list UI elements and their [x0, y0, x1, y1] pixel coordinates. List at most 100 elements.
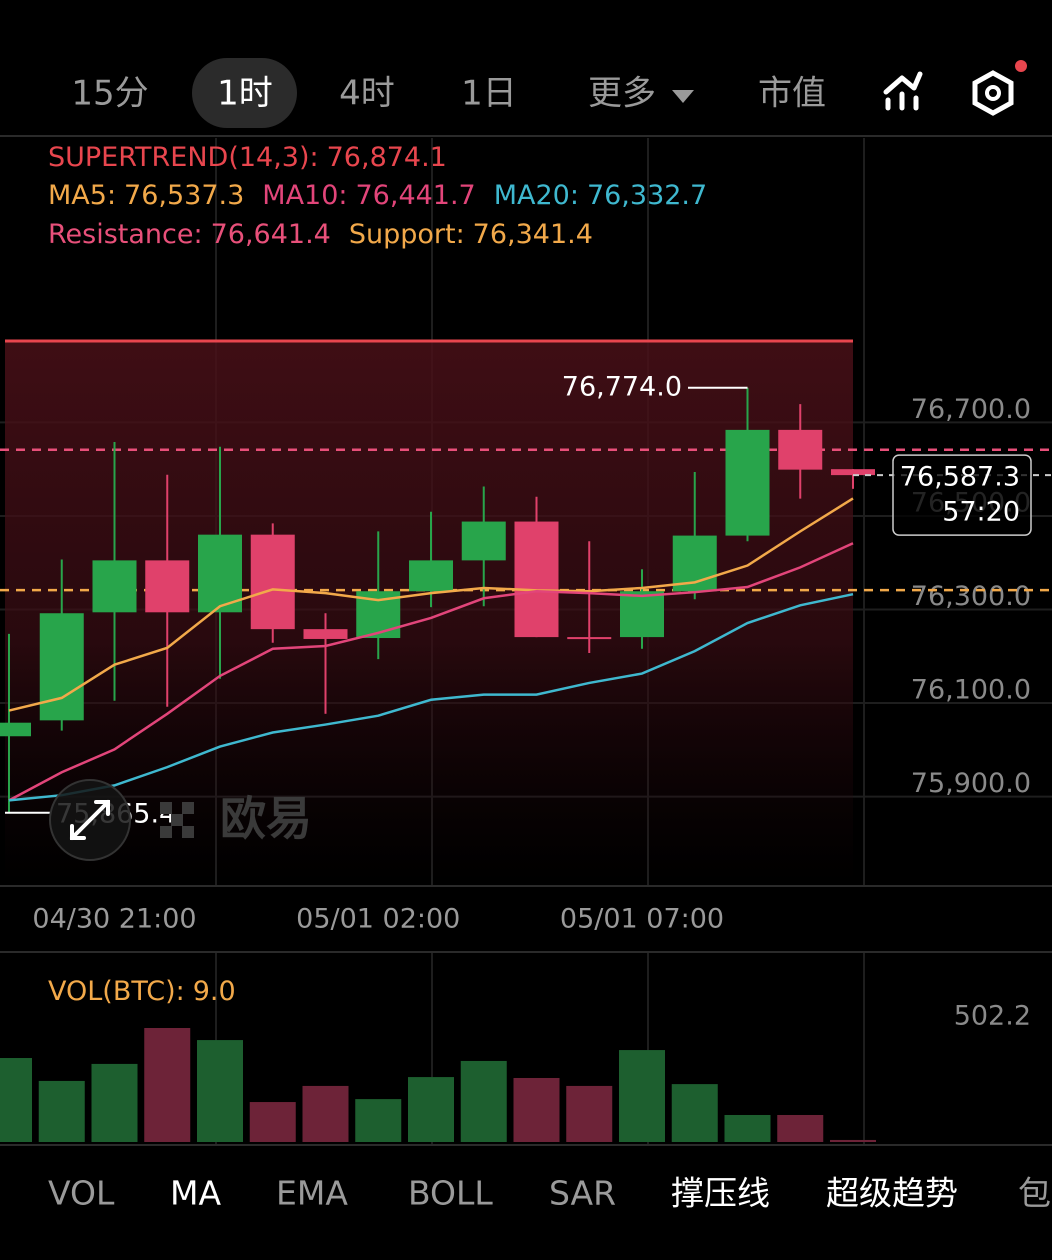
candle-body [39, 613, 84, 721]
legend-value: 76,441.7 [356, 180, 476, 211]
y-tick-label: 76,100.0 [911, 675, 1031, 706]
y-tick-label: 75,900.0 [911, 768, 1031, 799]
indicator-legend: Support: 76,341.4 [349, 219, 593, 250]
watermark-logo [182, 826, 194, 838]
volume-bar [777, 1114, 824, 1142]
volume-bar [513, 1077, 560, 1142]
volume-bar [249, 1102, 296, 1142]
indicator-legend: Resistance: 76,641.4 [48, 219, 331, 250]
volume-bar [566, 1085, 613, 1142]
high-label: 76,774.0 [562, 371, 682, 402]
y-tick-label: 76,700.0 [911, 394, 1031, 425]
volume-bar [91, 1063, 138, 1142]
indicator-tab[interactable]: BOLL [408, 1174, 493, 1213]
x-tick-label: 05/01 07:00 [560, 904, 724, 935]
indicator-tab[interactable]: MA [170, 1174, 221, 1213]
volume-bar [460, 1060, 507, 1142]
candle-body [620, 591, 664, 638]
candle-body [778, 429, 823, 470]
watermark: 欧易 [220, 792, 312, 846]
volume-bar [619, 1050, 665, 1142]
candle-body [725, 429, 770, 536]
volume-bar [38, 1080, 85, 1142]
x-tick-label: 04/30 21:00 [32, 904, 196, 935]
candle-body [409, 560, 453, 592]
candle-body [250, 534, 295, 630]
timeframe-tab[interactable]: 4时 [339, 74, 395, 114]
last-price-label: 76,587.3 [900, 462, 1020, 493]
candle-body [567, 637, 612, 640]
candle-body [514, 521, 559, 638]
legend-name: VOL(BTC): [48, 976, 185, 1007]
timeframe-tab[interactable]: 1时 [217, 74, 273, 114]
legend-name: MA10: [262, 180, 347, 211]
chart-type-icon[interactable] [883, 71, 923, 111]
candle-body [145, 560, 190, 613]
candle-body [0, 722, 31, 737]
timeframe-tab[interactable]: 15分 [71, 74, 148, 114]
volume-bar [408, 1077, 454, 1142]
timeframe-tab[interactable]: 更多 [588, 74, 656, 114]
volume-legend: VOL(BTC): 9.0 [48, 976, 236, 1007]
candle-body [831, 469, 875, 476]
volume-bar [0, 1058, 32, 1142]
watermark-logo [182, 802, 194, 814]
indicator-legend: MA10: 76,441.7 [262, 180, 475, 211]
icon-line [883, 71, 923, 95]
indicator-tab[interactable]: 撑压线 [671, 1174, 770, 1213]
volume-bar [671, 1084, 718, 1142]
volume-bar [144, 1028, 191, 1142]
y-tick-label: 76,300.0 [911, 581, 1031, 612]
plot [0, 339, 1052, 1142]
volume-bar [355, 1099, 402, 1142]
legend-name: SUPERTREND(14,3): [48, 142, 319, 173]
volume-bar [197, 1040, 243, 1142]
legend-value: 76,641.4 [211, 219, 331, 250]
icon-hex [972, 70, 1014, 116]
volume-bar [302, 1085, 349, 1142]
volume-bar [830, 1139, 876, 1142]
indicator-tab[interactable]: 包 [1018, 1174, 1051, 1213]
indicator-tab[interactable]: EMA [276, 1174, 348, 1213]
indicator-tab[interactable]: SAR [549, 1174, 616, 1213]
candle-body [461, 521, 506, 561]
indicator-legend: MA5: 76,537.3 [48, 180, 244, 211]
legend-name: MA20: [494, 180, 579, 211]
watermark-logo [160, 802, 172, 814]
watermark-logo [160, 826, 172, 838]
candle-body [92, 560, 137, 613]
indicator-tab[interactable]: VOL [48, 1174, 115, 1213]
overlay: 15分1时4时1日更多市值76,774.075,865.4欧易76,587.35… [5, 74, 1052, 1213]
legend-value: 76,537.3 [124, 180, 244, 211]
countdown: 57:20 [942, 497, 1020, 528]
dropdown-arrow [672, 90, 694, 103]
indicator-legend: SUPERTREND(14,3): 76,874.1 [48, 142, 447, 173]
candle-body [303, 629, 348, 639]
last-price-box [892, 454, 1032, 536]
notification-dot [1015, 60, 1027, 72]
legend-value: 76,341.4 [473, 219, 593, 250]
expand-icon [70, 800, 110, 840]
x-tick-label: 05/01 02:00 [296, 904, 460, 935]
ma-line [8, 497, 854, 712]
supertrend-area [5, 340, 853, 885]
legend-name: MA5: [48, 180, 116, 211]
legend-value: 9.0 [193, 976, 236, 1007]
timeframe-tab[interactable]: 市值 [758, 74, 826, 114]
settings-icon[interactable] [972, 60, 1027, 116]
indicator-legend: MA20: 76,332.7 [494, 180, 707, 211]
legend-name: Support: [349, 219, 465, 250]
legend-value: 76,332.7 [587, 180, 707, 211]
ma-line [8, 542, 854, 802]
icon-dot [985, 85, 1001, 101]
volume-bar [724, 1114, 771, 1142]
ma-line [8, 592, 854, 802]
legend-value: 76,874.1 [327, 142, 447, 173]
active-tab-pill [192, 58, 297, 128]
timeframe-tab[interactable]: 1日 [461, 74, 517, 114]
watermark-logo [171, 814, 183, 826]
candle-body [198, 534, 242, 613]
indicator-tab[interactable]: 超级趋势 [826, 1174, 958, 1213]
legend-name: Resistance: [48, 219, 203, 250]
